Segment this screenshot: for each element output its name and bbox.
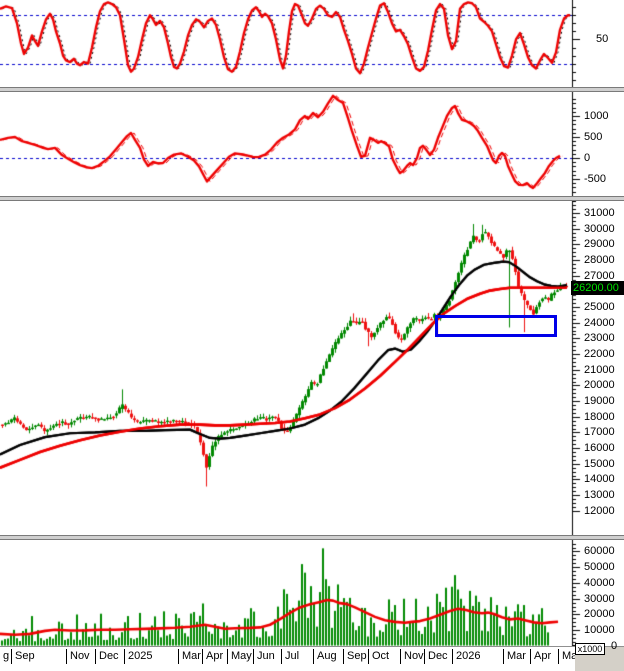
y-axis-label: 16000 <box>584 442 615 455</box>
y-axis-label: 50000 <box>584 561 615 574</box>
y-axis-label: 22000 <box>584 348 615 361</box>
x-axis-month-label: Sep <box>11 649 35 664</box>
y-axis-label: 25000 <box>584 301 615 314</box>
momentum-plot[interactable] <box>0 92 624 196</box>
x-axis-month-label: Nov <box>66 649 90 664</box>
x-axis-month-label: Jun <box>253 649 275 664</box>
x-axis-month-label: Jul <box>281 649 299 664</box>
y-axis-label: 29000 <box>584 238 615 251</box>
current-price-label: 26200.00 <box>571 281 624 295</box>
y-axis-label: 20000 <box>584 608 615 621</box>
x-axis-month-label: 2026 <box>452 649 480 664</box>
volume-scale-unit: x1000 <box>575 643 605 655</box>
y-axis-label: 60000 <box>584 545 615 558</box>
y-axis-label: 17000 <box>584 426 615 439</box>
y-axis-label: 27000 <box>584 269 615 282</box>
x-axis-month-label: g <box>3 650 10 662</box>
x-axis-month-label: Nov <box>400 649 424 664</box>
y-axis-label: 30000 <box>584 592 615 605</box>
y-axis-label: 10000 <box>584 624 615 637</box>
momentum-panel[interactable]: 1000 500 0 -500 <box>0 92 624 196</box>
y-axis-label: 24000 <box>584 316 615 329</box>
y-axis-label: 40000 <box>584 576 615 589</box>
stochastic-panel[interactable]: 50 <box>0 0 624 87</box>
y-axis-label: 50 <box>596 33 609 46</box>
price-panel[interactable]: 26200.00 12000 13000 14000 15000 16000 17000 1… <box>0 201 624 535</box>
y-axis-label: 31000 <box>584 207 615 220</box>
panel-splitter[interactable] <box>0 87 624 92</box>
volume-plot[interactable] <box>0 540 624 646</box>
x-axis-month-label: Oct <box>368 649 389 664</box>
x-axis-month-label: May <box>227 649 252 664</box>
x-axis-month-label: Apr <box>530 649 551 664</box>
volume-zero-label: 0 <box>611 640 618 652</box>
y-axis-label: 1000 <box>584 109 609 122</box>
x-axis-month-label: 2025 <box>124 649 152 664</box>
x-axis-month-label: Sep <box>343 649 367 664</box>
y-axis-label: 28000 <box>584 254 615 267</box>
time-axis[interactable]: g Sep Nov Dec 2025 Mar Apr May Jun Jul Aug Sep Oct No… <box>0 647 624 671</box>
y-axis-label: 18000 <box>584 410 615 423</box>
panel-splitter[interactable] <box>0 196 624 201</box>
y-axis-label: 12000 <box>584 504 615 517</box>
y-axis-label: 20000 <box>584 379 615 392</box>
y-axis-label: 14000 <box>584 473 615 486</box>
x-axis-month-label: Mar <box>178 649 201 664</box>
x-axis-month-label: Ma <box>558 649 577 664</box>
y-axis-label: 19000 <box>584 395 615 408</box>
y-axis-label: 0 <box>584 151 591 164</box>
panel-splitter[interactable] <box>0 535 624 540</box>
x-axis-month-label: Aug <box>313 649 337 664</box>
stochastic-plot[interactable] <box>0 0 624 87</box>
y-axis-label: 30000 <box>584 222 615 235</box>
volume-panel[interactable]: 10000 20000 30000 40000 50000 60000 <box>0 540 624 646</box>
price-plot[interactable] <box>0 201 624 535</box>
x-axis-month-label: Dec <box>95 649 119 664</box>
axis-divider <box>0 646 624 647</box>
y-axis-label: 13000 <box>584 489 615 502</box>
y-axis-label: 15000 <box>584 457 615 470</box>
y-axis-label: 21000 <box>584 363 615 376</box>
x-axis-month-label: Mar <box>503 649 526 664</box>
y-axis-label: -500 <box>584 172 607 185</box>
y-axis-label: 500 <box>584 130 603 143</box>
x-axis-month-label: Apr <box>202 649 223 664</box>
x-axis-month-label: Dec <box>424 649 448 664</box>
annotation-rectangle[interactable] <box>435 315 557 337</box>
y-axis-label: 23000 <box>584 332 615 345</box>
